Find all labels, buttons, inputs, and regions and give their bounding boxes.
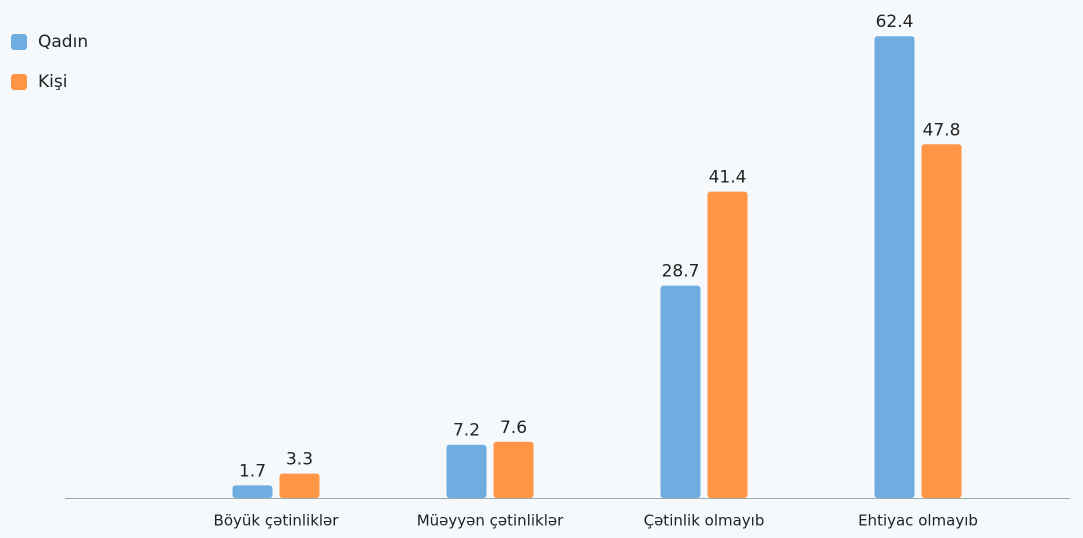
bar	[707, 191, 748, 498]
legend-label: Kişi	[38, 72, 67, 92]
value-label: 1.7	[239, 461, 266, 481]
value-label: 28.7	[662, 262, 700, 282]
x-tick-label: Böyük çətinliklər	[214, 512, 340, 530]
x-tick-label: Müəyyən çətinliklər	[417, 512, 564, 530]
legend-label: Qadın	[38, 32, 88, 52]
value-label: 7.2	[453, 421, 480, 441]
value-label: 47.8	[923, 120, 961, 140]
value-label: 41.4	[709, 168, 747, 188]
legend-swatch	[11, 34, 27, 50]
bar	[232, 485, 273, 498]
value-label: 62.4	[876, 12, 914, 32]
bar	[874, 36, 915, 499]
x-tick-label: Çətinlik olmayıb	[644, 512, 765, 530]
value-label: 3.3	[286, 450, 313, 470]
bar	[660, 285, 701, 498]
value-label: 7.6	[500, 418, 527, 438]
bar	[446, 444, 487, 498]
bar	[493, 441, 534, 498]
x-tick-label: Ehtiyac olmayıb	[858, 512, 978, 530]
legend-swatch	[11, 74, 27, 90]
bar	[921, 144, 962, 498]
bar	[279, 473, 320, 498]
